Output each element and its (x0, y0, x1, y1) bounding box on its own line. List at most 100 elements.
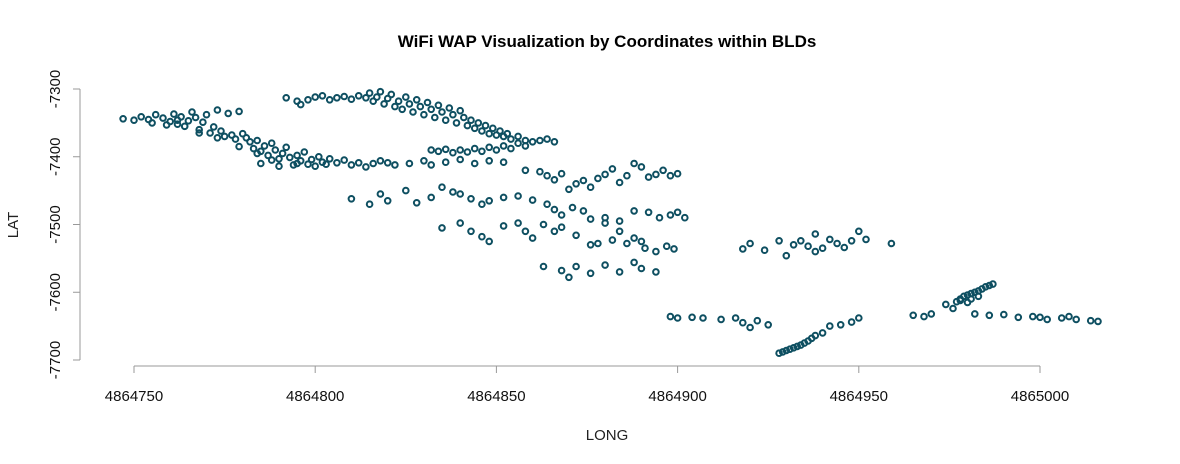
data-point (688, 313, 696, 322)
data-point (438, 224, 446, 232)
data-point (662, 242, 671, 250)
data-point (383, 197, 392, 205)
data-point (572, 231, 580, 240)
data-point (242, 134, 251, 142)
data-point (474, 119, 483, 127)
data-point (213, 134, 222, 142)
data-point (423, 98, 432, 107)
data-point (985, 311, 994, 320)
data-point (543, 135, 551, 143)
data-point (347, 161, 356, 169)
data-point (949, 304, 957, 313)
data-point (507, 135, 515, 143)
data-point (354, 92, 363, 100)
data-point (1036, 313, 1044, 322)
data-point (550, 138, 559, 146)
data-point (362, 94, 370, 102)
data-point (601, 170, 609, 179)
data-point (402, 186, 410, 195)
data-point (275, 162, 283, 170)
data-point (615, 268, 624, 276)
data-point (601, 261, 609, 269)
data-point (470, 159, 479, 168)
data-point (148, 119, 156, 127)
data-point (514, 132, 522, 141)
data-point (456, 190, 465, 198)
data-point (373, 93, 381, 101)
data-point (833, 239, 841, 248)
y-tick-label: -7400 (47, 138, 64, 176)
data-point (557, 211, 566, 219)
data-point (130, 116, 138, 124)
data-point (499, 222, 508, 230)
data-point (235, 107, 243, 116)
data-point (431, 113, 439, 122)
data-point (217, 127, 225, 135)
data-point (257, 159, 265, 168)
data-point (666, 171, 675, 180)
data-point (267, 139, 276, 147)
data-point (151, 110, 160, 119)
data-point (307, 155, 316, 164)
data-point (478, 232, 486, 241)
data-point (1029, 312, 1037, 321)
data-point (173, 120, 182, 128)
data-point (224, 109, 232, 118)
data-point (543, 171, 551, 180)
data-point (528, 196, 537, 204)
data-point (391, 102, 399, 111)
data-point (565, 185, 573, 194)
data-point (264, 151, 272, 160)
data-point (746, 239, 754, 248)
data-point (550, 205, 559, 214)
data-point (282, 94, 291, 102)
data-point (191, 113, 200, 122)
data-point (340, 156, 349, 164)
data-point (282, 143, 291, 152)
data-point (202, 110, 211, 119)
data-point (405, 159, 414, 168)
data-point (383, 94, 392, 103)
data-point (623, 239, 631, 248)
data-point (470, 124, 479, 133)
data-point (637, 163, 646, 171)
data-point (119, 115, 127, 123)
data-point (238, 129, 247, 138)
data-point (427, 146, 436, 154)
data-point (572, 262, 580, 271)
data-point (394, 97, 403, 105)
data-point (1072, 315, 1080, 324)
data-point (681, 213, 689, 222)
data-point (463, 121, 472, 130)
data-point (1043, 315, 1051, 324)
data-point (565, 273, 573, 282)
data-point (568, 203, 577, 212)
data-point (470, 144, 479, 153)
data-point (387, 90, 396, 99)
data-point (449, 188, 457, 196)
data-point (499, 158, 508, 166)
data-point (797, 237, 805, 245)
data-point (427, 161, 436, 169)
data-point (289, 161, 298, 169)
data-point (467, 116, 475, 124)
data-point (652, 268, 660, 276)
data-point (365, 89, 374, 97)
data-point (655, 213, 664, 222)
data-point (412, 199, 421, 207)
x-tick-label: 4865000 (1011, 388, 1069, 405)
data-point (670, 245, 678, 253)
data-point (826, 322, 834, 330)
data-point (380, 100, 388, 108)
data-point (376, 157, 385, 165)
data-point (586, 215, 595, 223)
data-point (579, 207, 588, 215)
data-point (789, 344, 798, 352)
data-point (489, 124, 497, 133)
data-point (159, 114, 167, 122)
data-point (492, 146, 501, 154)
data-point (981, 283, 990, 291)
data-point (434, 101, 443, 110)
data-point (666, 211, 675, 219)
data-point (485, 157, 494, 165)
